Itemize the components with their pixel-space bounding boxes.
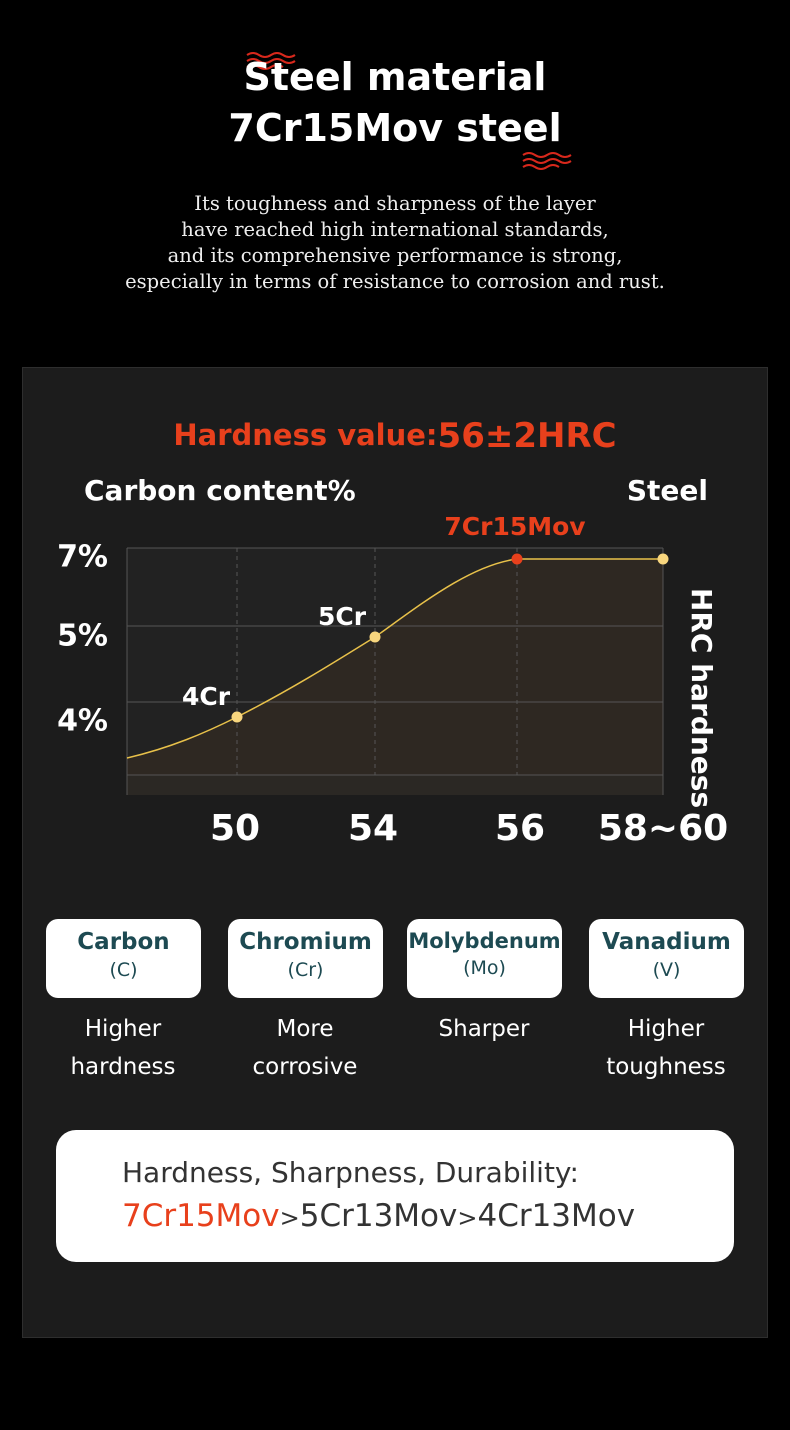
rank-item: 5Cr13Mov: [299, 1198, 458, 1234]
benefit-line: Higher: [627, 1016, 705, 1042]
element-name: Carbon: [77, 929, 170, 955]
title-decoration: [246, 52, 572, 170]
element-card: Carbon (C): [46, 919, 201, 998]
benefit-line: Higher: [84, 1016, 162, 1042]
point: [231, 711, 243, 723]
point-label: 5Cr: [318, 602, 367, 631]
element-name: Chromium: [239, 929, 372, 955]
title: 7Cr15Mov steel: [228, 106, 562, 150]
benefit: Higher toughness: [576, 1010, 756, 1086]
benefit-line: toughness: [606, 1054, 726, 1080]
element-card: Vanadium (V): [589, 919, 744, 998]
summary-heading: Hardness, Sharpness, Durability:: [122, 1156, 579, 1189]
curve: [126, 558, 663, 759]
point-label: 4Cr: [182, 682, 231, 711]
x-label: 50: [210, 808, 260, 849]
point-label: 7Cr15Mov: [444, 512, 585, 541]
summary-box: Hardness, Sharpness, Durability: 7Cr15Mo…: [56, 1130, 734, 1262]
title: Steel material: [243, 55, 547, 99]
x-label: 54: [348, 808, 398, 849]
element-name: Molybdenum: [408, 929, 561, 953]
benefit-line: More: [276, 1016, 334, 1042]
right-title: Steel: [627, 474, 708, 507]
description: Its toughness and sharpness of the layer…: [0, 191, 790, 295]
benefit-line: corrosive: [252, 1054, 358, 1080]
y-label: 5%: [57, 619, 108, 654]
x-title: HRC hardness: [685, 588, 718, 808]
x-label: 56: [495, 808, 545, 849]
desc-line: Its toughness and sharpness of the layer: [194, 192, 596, 215]
benefit: Sharper: [394, 1010, 574, 1048]
element-name: Vanadium: [602, 929, 731, 955]
y-label: 4%: [57, 704, 108, 739]
element-symbol: (Mo): [463, 957, 506, 979]
element-symbol: (C): [109, 959, 138, 981]
y-label: 7%: [57, 540, 108, 575]
separator: >: [457, 1204, 478, 1232]
benefit-line: hardness: [70, 1054, 176, 1080]
element-card: Chromium (Cr): [228, 919, 383, 998]
hardness-label: Hardness value:: [173, 418, 437, 452]
element-card: Molybdenum (Mo): [407, 919, 562, 998]
hardness: Hardness value:56±2HRC: [173, 416, 616, 456]
x-label: 58~60: [598, 808, 728, 849]
hardness-value: 56±2HRC: [438, 416, 617, 456]
element-symbol: (Cr): [287, 959, 324, 981]
chart: Hardness value:56±2HRC Carbon content% S…: [57, 416, 728, 850]
summary-ranking: 7Cr15Mov>5Cr13Mov>4Cr13Mov: [122, 1198, 635, 1234]
benefit-line: Sharper: [438, 1016, 530, 1042]
separator: >: [279, 1204, 300, 1232]
desc-line: especially in terms of resistance to cor…: [125, 270, 665, 293]
rank-item: 7Cr15Mov: [122, 1198, 280, 1234]
point: [657, 553, 669, 565]
plot-band: [127, 775, 663, 795]
benefit: More corrosive: [215, 1010, 395, 1086]
curve-area: [127, 559, 663, 775]
y-title: Carbon content%: [84, 474, 356, 507]
point: [511, 553, 523, 565]
desc-line: and its comprehensive performance is str…: [167, 244, 623, 267]
element-symbol: (V): [652, 959, 681, 981]
benefit: Higher hardness: [33, 1010, 213, 1086]
point: [369, 631, 381, 643]
desc-line: have reached high international standard…: [181, 218, 609, 241]
rank-item: 4Cr13Mov: [477, 1198, 636, 1234]
